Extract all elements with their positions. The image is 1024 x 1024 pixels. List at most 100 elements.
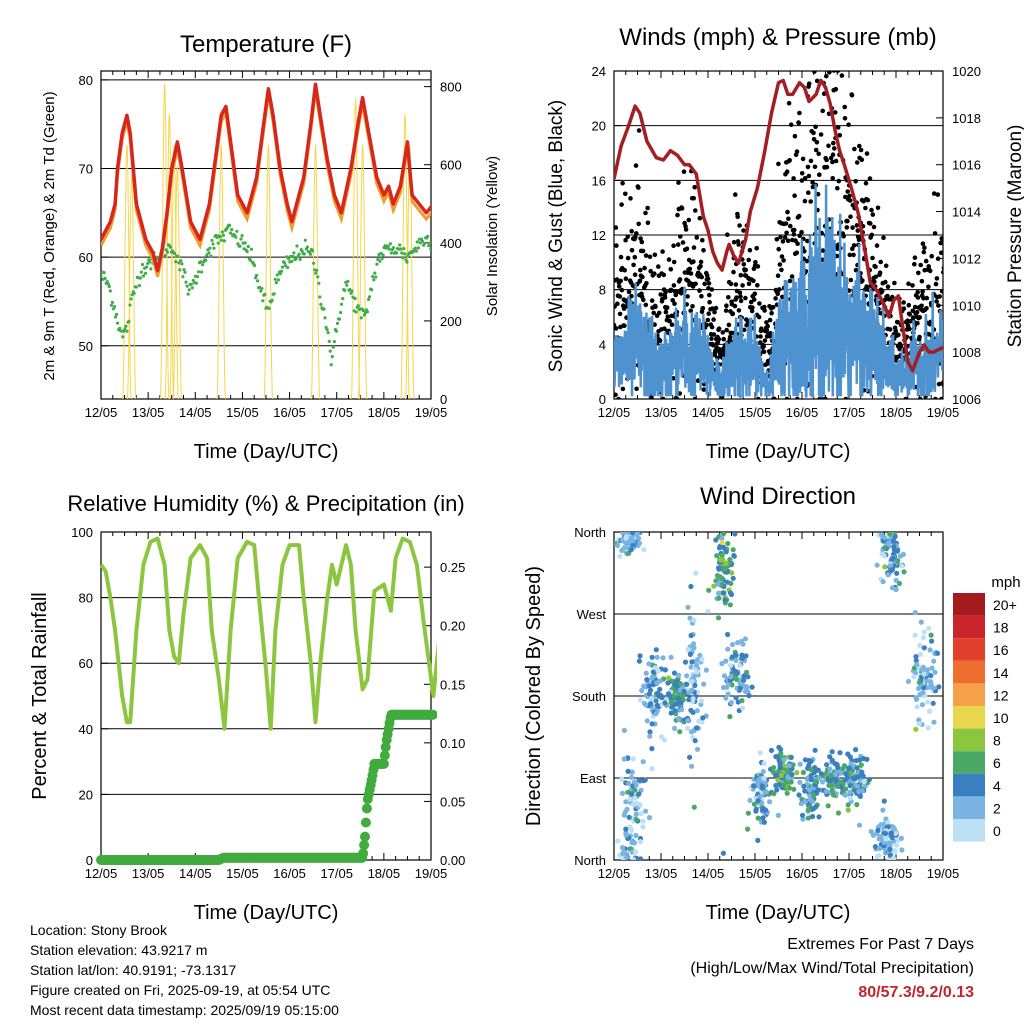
dewpoint-point	[279, 269, 284, 273]
direction-point	[771, 791, 777, 797]
dewpoint-point	[194, 281, 198, 285]
gust-point	[808, 66, 813, 71]
colorbar-label: 10	[993, 710, 1009, 726]
dewpoint-point	[245, 250, 249, 254]
gust-point	[636, 128, 642, 133]
gust-point	[629, 228, 634, 234]
direction-point	[632, 787, 638, 793]
dewpoint-point	[317, 281, 321, 285]
dewpoint-point	[314, 271, 318, 275]
dewpoint-point	[470, 223, 473, 226]
direction-point	[640, 759, 646, 765]
y2-tick-label: 800	[440, 80, 462, 95]
gust-point	[895, 320, 901, 325]
dewpoint-point	[294, 257, 298, 261]
extremes-box: Extremes For Past 7 Days (High/Low/Max W…	[690, 933, 974, 1005]
direction-point	[820, 779, 826, 785]
gust-point	[749, 308, 755, 314]
direction-point	[739, 655, 745, 662]
gust-point	[846, 122, 851, 127]
gust-point	[656, 264, 661, 269]
gust-point	[912, 304, 918, 310]
gust-point	[921, 249, 927, 255]
direction-point	[727, 714, 733, 720]
gust-point	[828, 58, 833, 63]
dewpoint-point	[353, 296, 357, 301]
y-tick-label: 70	[79, 162, 93, 177]
gust-point	[734, 295, 739, 300]
temperature-panel: Temperature (F) Time (Day/UTC) 2m & 9m T…	[41, 31, 501, 463]
gust-point	[826, 143, 831, 149]
direction-point	[887, 846, 893, 853]
gust-point	[806, 173, 812, 179]
dewpoint-point	[367, 297, 371, 301]
direction-point	[928, 632, 934, 638]
direction-point	[829, 788, 835, 794]
direction-point	[894, 570, 900, 576]
gust-point	[705, 276, 711, 282]
direction-point	[875, 827, 881, 833]
gust-point	[710, 306, 715, 311]
gust-point	[625, 234, 630, 240]
gust-point	[733, 192, 738, 197]
gust-point	[812, 71, 817, 74]
dewpoint-point	[105, 280, 109, 284]
solar-insolation-line	[400, 114, 410, 399]
gust-point	[919, 278, 925, 284]
dewpoint-point	[399, 247, 403, 251]
dewpoint-point	[359, 316, 363, 320]
gust-point	[706, 311, 711, 317]
gust-point	[915, 295, 921, 300]
gust-point	[774, 237, 780, 242]
gust-point	[869, 207, 874, 213]
dewpoint-point	[230, 228, 234, 232]
dewpoint-point	[345, 283, 349, 287]
direction-point	[676, 672, 682, 679]
gust-point	[874, 243, 880, 248]
dewpoint-point	[208, 246, 212, 250]
gust-point	[743, 267, 748, 273]
x-tick-label: 18/05	[368, 405, 401, 420]
dewpoint-point	[429, 247, 431, 251]
info-elevation: Station elevation: 43.9217 m	[30, 942, 208, 958]
direction-point	[755, 779, 761, 785]
direction-point	[687, 651, 694, 658]
gust-point	[660, 396, 666, 399]
direction-point	[743, 653, 749, 659]
direction-point	[620, 851, 626, 857]
gust-point	[651, 310, 656, 316]
dewpoint-point	[391, 246, 396, 250]
gust-point	[944, 346, 949, 351]
direction-point	[866, 776, 873, 783]
direction-point	[898, 835, 905, 841]
gust-point	[698, 263, 703, 269]
gust-point	[938, 240, 943, 246]
gust-point	[662, 295, 668, 300]
y-tick-label: 50	[79, 339, 93, 354]
direction-point	[639, 687, 645, 694]
y-tick-label: 80	[79, 591, 93, 606]
dewpoint-point	[286, 265, 290, 270]
direction-point	[723, 549, 729, 555]
gust-point	[802, 176, 808, 181]
gust-point	[616, 396, 621, 399]
dewpoint-point	[291, 254, 295, 259]
gust-point	[664, 305, 670, 310]
x-tick-label: 12/05	[598, 405, 631, 420]
gust-point	[761, 344, 766, 349]
gust-point	[805, 164, 811, 170]
dewpoint-point	[116, 321, 120, 325]
gust-point	[844, 225, 850, 230]
gust-point	[700, 237, 705, 243]
gust-point	[620, 386, 626, 392]
gust-point	[701, 248, 706, 253]
direction-point	[614, 542, 621, 549]
gust-point	[851, 252, 856, 258]
dewpoint-point	[295, 244, 299, 248]
direction-point	[648, 701, 654, 707]
direction-point	[714, 553, 720, 559]
gust-point	[616, 284, 622, 289]
colorbar-label: 18	[993, 620, 1009, 636]
direction-point	[649, 721, 655, 727]
